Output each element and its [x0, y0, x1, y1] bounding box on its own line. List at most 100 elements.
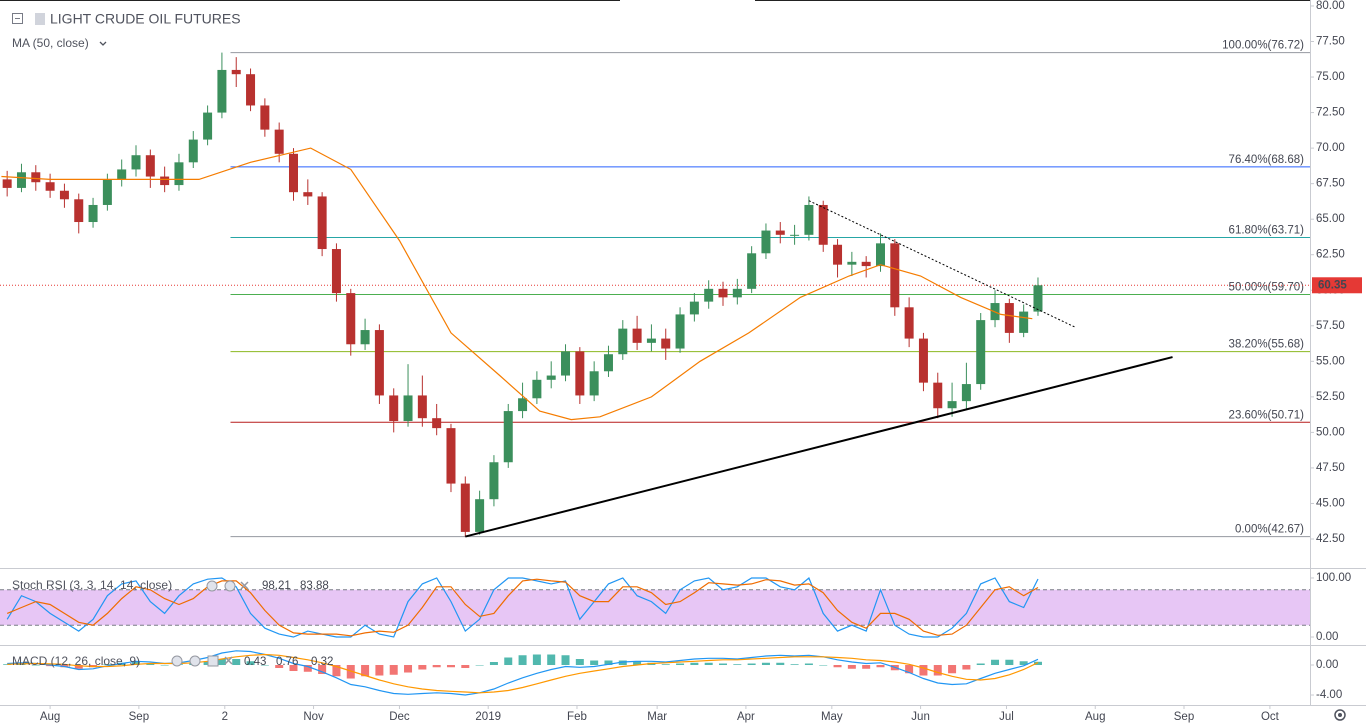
- candle-body: [246, 74, 256, 106]
- stoch-line: [6, 577, 1039, 638]
- macd-histogram-bar: [318, 665, 327, 675]
- stoch-d-value: 83.88: [300, 580, 329, 592]
- candle-body: [675, 314, 685, 349]
- x-tick-label: Oct: [1261, 711, 1280, 723]
- y-tick-label: 57.50: [1316, 320, 1345, 332]
- candle-body: [346, 293, 356, 345]
- candle-body: [102, 179, 112, 205]
- candle-body: [503, 411, 513, 463]
- macd-histogram-bar: [404, 665, 413, 673]
- candle-body: [131, 155, 141, 170]
- candle-body: [603, 354, 613, 372]
- macd-histogram-bar: [575, 659, 584, 666]
- y-tick-label: 55.00: [1316, 355, 1345, 367]
- macd-histogram-bar: [217, 659, 226, 666]
- signal-value: 0.32: [311, 656, 333, 668]
- macd-histogram-bar: [962, 665, 971, 670]
- candle-body: [904, 307, 914, 339]
- y-tick-label: 62.50: [1316, 249, 1345, 261]
- macd-histogram-bar: [1019, 661, 1028, 666]
- candle-body: [460, 483, 470, 532]
- close-icon[interactable]: [224, 656, 233, 665]
- macd-histogram-bar: [604, 660, 613, 666]
- y-tick-label: -4.00: [1316, 689, 1342, 701]
- candle-body: [1004, 303, 1014, 333]
- macd-histogram-bar: [862, 665, 871, 669]
- macd-histogram-bar: [232, 659, 241, 666]
- x-tick-label: 2019: [475, 711, 501, 723]
- eye-icon[interactable]: [206, 580, 218, 592]
- more-icon[interactable]: [207, 655, 219, 667]
- candle-body: [947, 401, 957, 409]
- candle-body: [145, 155, 155, 177]
- candle-body: [317, 196, 327, 250]
- macd-histogram-bar: [833, 665, 842, 668]
- eye-icon[interactable]: [171, 655, 183, 667]
- candle-body: [918, 338, 928, 383]
- settings-icon[interactable]: [224, 580, 236, 592]
- macd-histogram-bar: [761, 662, 770, 666]
- x-tick-label: Aug: [40, 711, 60, 723]
- settings-gear[interactable]: [1334, 709, 1346, 721]
- trend-line: [808, 200, 1076, 328]
- settings-icon[interactable]: [189, 655, 201, 667]
- macd-controls[interactable]: [171, 655, 233, 667]
- close-icon[interactable]: [240, 581, 249, 590]
- y-tick-label: 100.00: [1316, 572, 1351, 584]
- candle-body: [260, 105, 270, 130]
- macd-histogram-bar: [547, 654, 556, 666]
- candle-body: [31, 172, 41, 183]
- x-tick-label: Aug: [1085, 711, 1105, 723]
- macd-histogram-bar: [618, 660, 627, 666]
- collapse-button[interactable]: [12, 13, 23, 24]
- y-tick-label: 52.50: [1316, 391, 1345, 403]
- candle-body: [231, 69, 241, 75]
- stoch-controls[interactable]: [206, 580, 249, 592]
- candle-body: [188, 139, 198, 163]
- x-tick-label: Sep: [1174, 711, 1194, 723]
- macd-histogram-bar: [976, 663, 985, 666]
- candle-body: [833, 244, 843, 265]
- gear-ring: [1334, 709, 1346, 721]
- price-tag: [1312, 277, 1362, 294]
- candle-body: [117, 169, 127, 180]
- fib-label: 100.00%(76.72): [1222, 40, 1304, 52]
- macd-histogram-bar: [260, 665, 269, 666]
- x-tick-label: Dec: [389, 711, 410, 723]
- macd-histogram-bar: [246, 661, 255, 666]
- y-tick-label: 70.00: [1316, 142, 1345, 154]
- candle-body: [288, 153, 298, 193]
- macd-hist-value: 0.43: [244, 656, 266, 668]
- macd-histogram-bar: [661, 664, 670, 666]
- candle-body: [475, 499, 485, 532]
- candle-body: [589, 371, 599, 396]
- y-tick-label: 67.50: [1316, 178, 1345, 190]
- x-tick-label: Nov: [303, 711, 324, 723]
- macd-histogram-bar: [446, 665, 455, 668]
- candle-body: [961, 384, 971, 402]
- candle-body: [45, 182, 55, 191]
- candle-body: [575, 351, 585, 396]
- candle-body: [818, 204, 828, 245]
- candle-body: [203, 112, 213, 140]
- macd-histogram-bar: [804, 663, 813, 666]
- y-tick-label: 65.00: [1316, 213, 1345, 225]
- x-tick-label: May: [821, 711, 843, 723]
- macd-title: MACD (12, 26, close, 9): [12, 654, 140, 668]
- macd-histogram-bar: [1005, 659, 1014, 666]
- candle-body: [847, 261, 857, 265]
- y-tick-label: 75.00: [1316, 71, 1345, 83]
- x-tick-label: Feb: [567, 711, 587, 723]
- candle-body: [732, 288, 742, 298]
- macd-value: 0.76: [276, 656, 298, 668]
- macd-histogram-bar: [676, 663, 685, 666]
- ma-chevron[interactable]: [99, 41, 107, 46]
- candle-body: [1033, 285, 1043, 312]
- ma-legend[interactable]: MA (50, close): [12, 36, 89, 50]
- candle-body: [274, 129, 284, 154]
- macd-histogram-bar: [948, 665, 957, 674]
- y-tick-label: 80.00: [1316, 0, 1345, 12]
- macd-histogram-bar: [346, 665, 355, 679]
- candle-body: [160, 176, 170, 186]
